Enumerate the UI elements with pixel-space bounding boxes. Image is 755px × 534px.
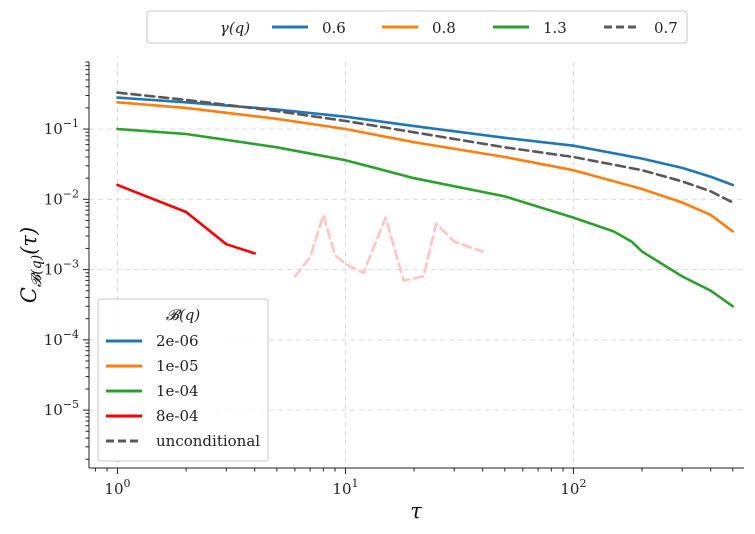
y-axis-title: C𝓑(q)(τ) [17, 227, 45, 303]
series-line-1e-05 [116, 101, 735, 233]
series-line-unconditional [116, 91, 735, 204]
ticks: 100 101 102 10−1 10−2 10−3 10−4 10−5 [44, 61, 734, 498]
legend-gamma: γ(q) 0.6 0.8 1.3 0.7 [146, 10, 688, 44]
y-tick-label: 10−4 [44, 328, 79, 349]
series-layer [116, 91, 735, 308]
y-tick-label: 10−3 [44, 258, 79, 279]
y-tick-label: 10−2 [44, 187, 79, 208]
series-line-8e-04-faded-tail- [293, 213, 485, 282]
y-axis-title-sub: 𝓑(q) [29, 255, 45, 287]
y-tick-label: 10−1 [44, 117, 79, 138]
legend-bucket-title: 𝓑(q) [166, 306, 201, 324]
x-tick-label: 100 [104, 477, 130, 498]
y-tick-label: 10−5 [44, 398, 79, 419]
legend-gamma-label: 0.8 [432, 19, 456, 37]
y-axis-title-main: C [17, 287, 41, 303]
series-line-1e-04 [116, 127, 735, 308]
series-line-8e-04 [116, 183, 256, 255]
legend-bucket-label: 2e-06 [156, 332, 199, 350]
y-axis-title-tail: (τ) [17, 227, 41, 255]
legend-gamma-title: γ(q) [220, 19, 250, 37]
svg-text:C𝓑(q)(τ): C𝓑(q)(τ) [17, 227, 45, 303]
legend-gamma-label: 1.3 [543, 19, 567, 37]
x-tick-label: 101 [332, 477, 358, 498]
legend-bucket-label: unconditional [156, 432, 260, 450]
legend-bucket: 𝓑(q) 2e-06 1e-05 1e-04 8e-04 unconditional [97, 298, 269, 462]
legend-bucket-label: 1e-04 [156, 382, 199, 400]
legend-bucket-label: 1e-05 [156, 357, 199, 375]
legend-gamma-label: 0.7 [654, 19, 678, 37]
legend-gamma-label: 0.6 [322, 19, 346, 37]
x-tick-label: 102 [560, 477, 586, 498]
x-axis-title: τ [410, 499, 422, 523]
legend-bucket-label: 8e-04 [156, 407, 199, 425]
